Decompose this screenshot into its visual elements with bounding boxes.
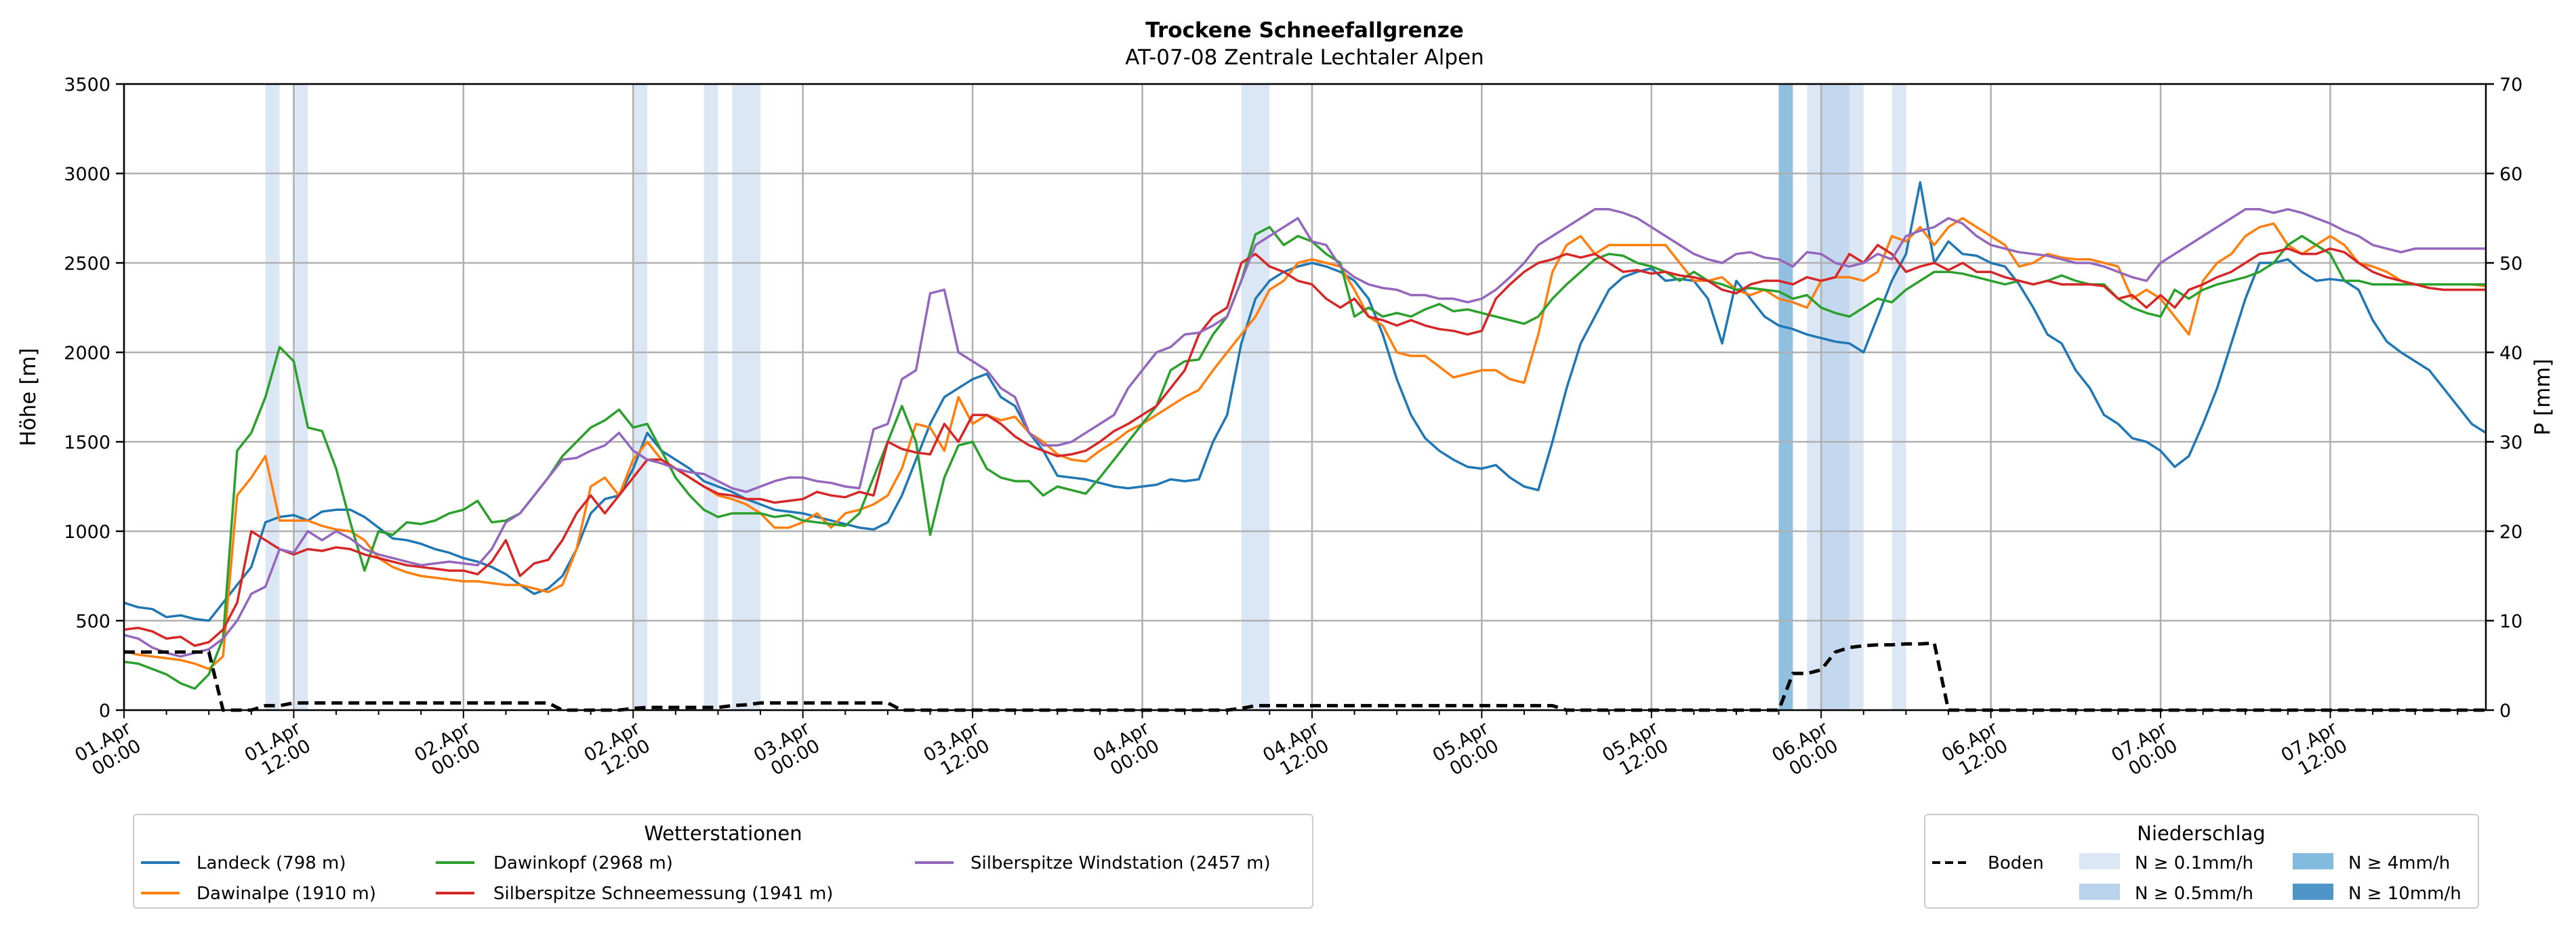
y-tick-label: 2000 — [64, 343, 110, 364]
legend-swatch-n10 — [2293, 884, 2333, 900]
precip-bands — [265, 84, 1906, 710]
y-tick-label: 3000 — [64, 164, 110, 185]
y-right-tick-label: 70 — [2499, 75, 2522, 96]
legend-precip-title: Niederschlag — [2137, 822, 2265, 845]
legend-entry-dawinalpe: Dawinalpe (1910 m) — [197, 884, 376, 904]
y-tick-label: 500 — [75, 611, 110, 632]
y-axis-right: 0 10 20 30 40 50 60 70 — [2486, 75, 2522, 722]
chart-subtitle: AT-07-08 Zentrale Lechtaler Alpen — [1125, 45, 1484, 70]
precip-band — [703, 84, 718, 710]
y-axis-label-right: P [mm] — [2531, 358, 2555, 435]
precip-band — [1778, 84, 1793, 710]
y-axis-label: Höhe [m] — [16, 348, 41, 446]
y-right-tick-label: 50 — [2499, 253, 2522, 274]
series-line — [123, 217, 2487, 671]
precip-band — [633, 84, 648, 710]
y-right-tick-label: 60 — [2499, 164, 2522, 185]
legend-entry-n01: N ≥ 0.1mm/h — [2135, 853, 2253, 873]
y-right-tick-label: 30 — [2499, 432, 2522, 453]
legend-precip: Niederschlag Boden N ≥ 0.1mm/h N ≥ 0.5mm… — [1924, 814, 2479, 909]
legend-entry-n05: N ≥ 0.5mm/h — [2135, 884, 2253, 904]
legend-stations-frame — [133, 814, 1313, 909]
y-right-tick-label: 10 — [2499, 611, 2522, 632]
y-right-tick-label: 0 — [2499, 701, 2511, 722]
precip-band — [732, 84, 761, 710]
legend-swatch-n01 — [2079, 853, 2120, 869]
precip-band — [1821, 84, 1849, 710]
y-tick-label: 0 — [99, 701, 110, 722]
legend-precip-frame — [1924, 814, 2479, 909]
legend-entry-landeck: Landeck (798 m) — [197, 853, 346, 873]
legend-entry-windstation: Silberspitze Windstation (2457 m) — [970, 853, 1271, 873]
precip-band — [1849, 84, 1864, 710]
series-line — [123, 208, 2486, 658]
legend-entry-dawinkopf: Dawinkopf (2968 m) — [493, 853, 673, 873]
legend-entry-boden: Boden — [1988, 853, 2044, 873]
precip-band — [265, 84, 280, 710]
y-right-tick-label: 40 — [2499, 343, 2522, 364]
legend-stations: Wetterstationen Landeck (798 m) Dawinalp… — [133, 814, 1313, 909]
precip-band — [1807, 84, 1822, 710]
series-line — [123, 243, 2486, 647]
series-line — [123, 181, 2487, 622]
legend-entry-n10: N ≥ 10mm/h — [2348, 884, 2461, 904]
y-tick-label: 3500 — [64, 75, 110, 96]
precip-band — [1241, 84, 1270, 710]
legend-entry-schneemessung: Silberspitze Schneemessung (1941 m) — [493, 884, 833, 904]
legend-entry-n4: N ≥ 4mm/h — [2348, 853, 2450, 873]
y-tick-label: 2500 — [64, 253, 110, 274]
y-tick-label: 1000 — [64, 522, 110, 543]
precip-band — [1892, 84, 1906, 710]
legend-swatch-n4 — [2293, 853, 2333, 869]
y-right-tick-label: 20 — [2499, 522, 2522, 543]
y-axis-left: 0 500 1000 1500 2000 2500 3000 3500 — [64, 75, 124, 722]
legend-swatch-n05 — [2079, 884, 2120, 900]
plot-frame — [123, 83, 2487, 711]
chart-title: Trockene Schneefallgrenze — [1145, 18, 1464, 43]
legend-stations-title: Wetterstationen — [644, 822, 802, 845]
y-tick-label: 1500 — [64, 432, 110, 453]
